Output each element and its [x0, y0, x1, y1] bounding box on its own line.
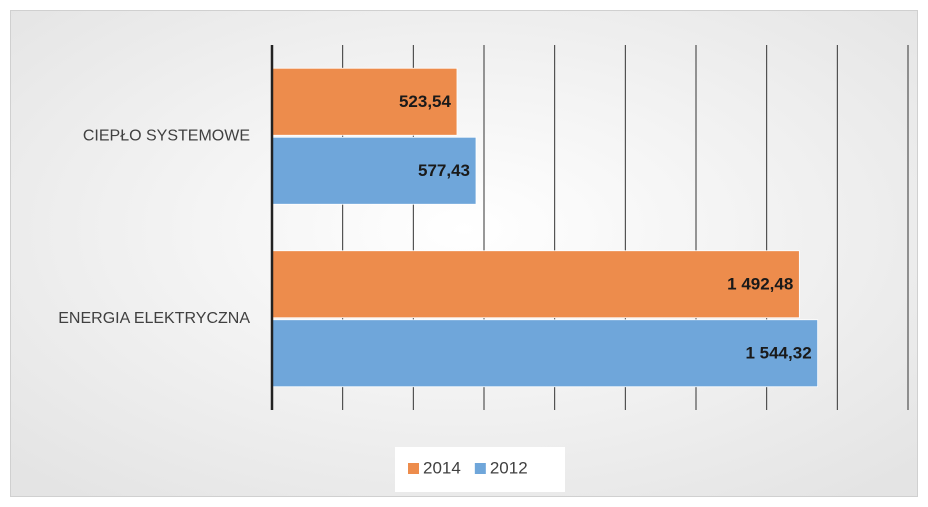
legend-label: 2012 — [490, 458, 528, 477]
data-label: 1 492,48 — [727, 275, 793, 294]
legend-label: 2014 — [423, 458, 461, 477]
bar — [271, 250, 800, 319]
bar — [271, 319, 819, 388]
legend-swatch — [474, 463, 486, 474]
data-label: 523,54 — [399, 92, 452, 111]
data-label: 1 544,32 — [745, 344, 811, 363]
category-label: ENERGIA ELEKTRYCZNA — [58, 310, 250, 327]
legend-swatch — [408, 463, 419, 474]
data-label: 577,43 — [418, 161, 470, 180]
category-label: CIEPŁO SYSTEMOWE — [83, 127, 250, 144]
